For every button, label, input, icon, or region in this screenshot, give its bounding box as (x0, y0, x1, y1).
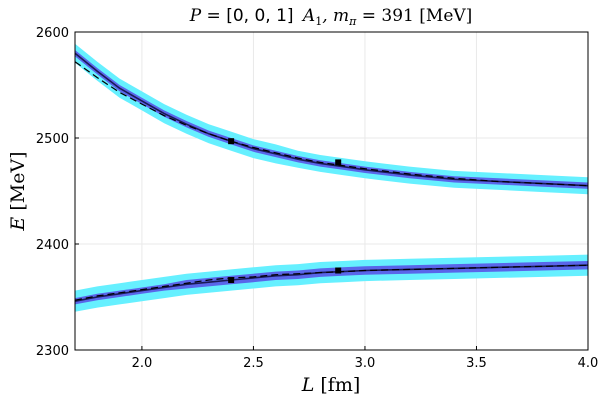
x-axis-label: L [fm] (301, 374, 361, 396)
y-axis-unit: [MeV] (7, 151, 29, 210)
title-irrep-sub: 1 (315, 15, 322, 28)
lower_level-central-line (74, 264, 589, 302)
upper_level-inner-band (75, 50, 588, 189)
title-p: P = (189, 6, 227, 26)
data-points (228, 138, 342, 284)
title-m-sub: π (348, 15, 357, 28)
title-m-value: = 391 [MeV] (356, 6, 472, 26)
data-point (228, 277, 235, 284)
upper_level-dashed-line (74, 61, 589, 187)
plot-frame (74, 31, 589, 351)
y-tick-label: 2400 (36, 238, 69, 253)
data-point (335, 159, 342, 166)
fit-lines (74, 52, 589, 302)
x-axis-var: L (301, 374, 315, 396)
lower_level-inner-band (75, 261, 588, 305)
y-tick-label: 2500 (36, 132, 69, 147)
y-axis-label: E [MeV] (7, 151, 29, 231)
title-sep: , m (322, 6, 349, 26)
y-axis-ticks: 2300 2400 2500 2600 (36, 26, 79, 359)
x-tick-label: 3.0 (355, 356, 376, 371)
y-axis-var: E (7, 217, 29, 232)
x-axis-ticks: 2.0 2.5 3.0 3.5 4.0 (132, 346, 599, 371)
data-point (228, 138, 235, 145)
y-tick-label: 2600 (36, 26, 69, 41)
upper_level-outer-band (75, 43, 588, 195)
data-point (335, 267, 342, 274)
grid (75, 31, 589, 351)
title-irrep: A (301, 6, 315, 26)
x-tick-label: 2.5 (243, 356, 264, 371)
lower_level-dashed-line (74, 264, 589, 301)
x-tick-label: 2.0 (132, 356, 153, 371)
chart-title: P = [0, 0, 1] A1, mπ = 391 [MeV] (189, 6, 473, 28)
x-axis-unit: [fm] (320, 374, 360, 396)
upper_level-central-line (74, 52, 589, 187)
title-p-value: [0, 0, 1] (226, 6, 293, 26)
x-tick-label: 3.5 (466, 356, 487, 371)
x-tick-label: 4.0 (578, 356, 599, 371)
y-tick-label: 2300 (36, 344, 69, 359)
